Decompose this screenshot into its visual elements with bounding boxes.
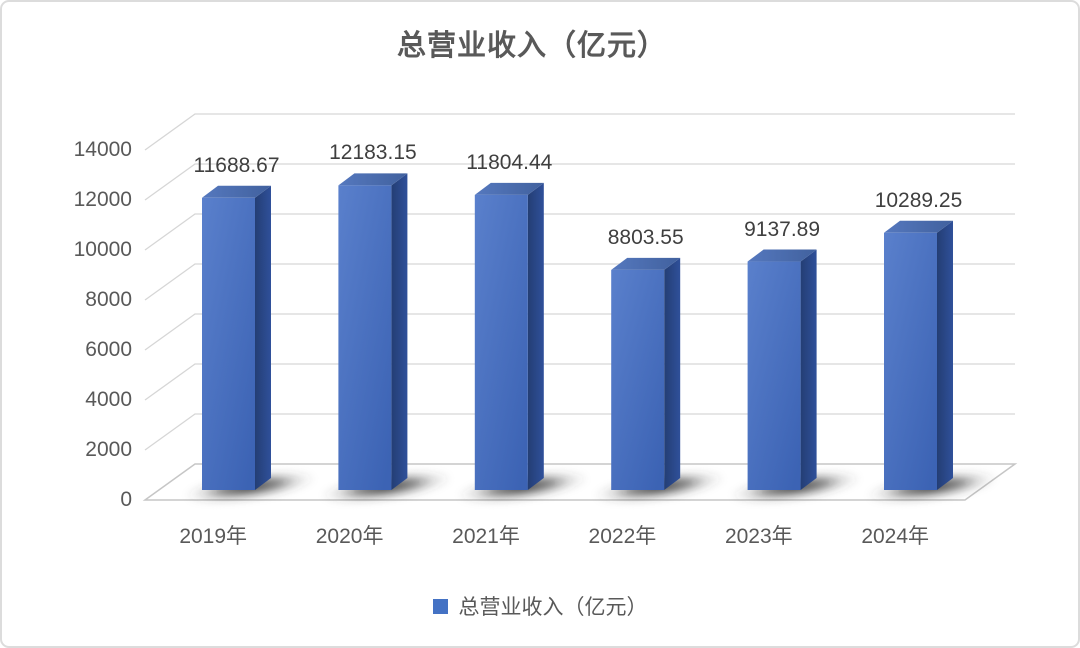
- bar-2019年: [202, 197, 255, 490]
- bar-2023年: [747, 261, 801, 490]
- bar-side-2020年: [391, 173, 408, 490]
- bar-2022年: [611, 269, 665, 490]
- bar-side-2024年: [937, 220, 953, 491]
- legend-label: 总营业收入（亿元）: [458, 596, 648, 619]
- gridline-2000: [144, 413, 1015, 451]
- gridline-4000: [144, 363, 1015, 401]
- gridline-6000: [144, 313, 1015, 351]
- bar-top-2019年: [202, 185, 271, 198]
- bar-2020年: [338, 185, 392, 490]
- bar-side-2022年: [664, 257, 681, 490]
- gridline-8000: [144, 263, 1015, 301]
- bar-side-2019年: [255, 185, 271, 490]
- chart-title: 总营业收入（亿元）: [396, 30, 667, 62]
- bar-top-2022年: [611, 257, 681, 270]
- bar-side-2023年: [800, 249, 817, 490]
- legend-swatch: [432, 598, 448, 614]
- bar-2021年: [474, 194, 528, 491]
- bar-top-2024年: [884, 220, 953, 233]
- bar-top-2023年: [747, 249, 817, 262]
- bar-2024年: [884, 232, 937, 491]
- gridline-10000: [144, 213, 1015, 251]
- gridline-12000: [144, 163, 1015, 201]
- bar-top-2020年: [338, 173, 408, 186]
- bar-top-2021年: [474, 182, 544, 195]
- legend: 总营业收入（亿元）: [2, 591, 1078, 621]
- bar-side-2021年: [527, 182, 544, 490]
- gridline-14000: [144, 113, 1015, 151]
